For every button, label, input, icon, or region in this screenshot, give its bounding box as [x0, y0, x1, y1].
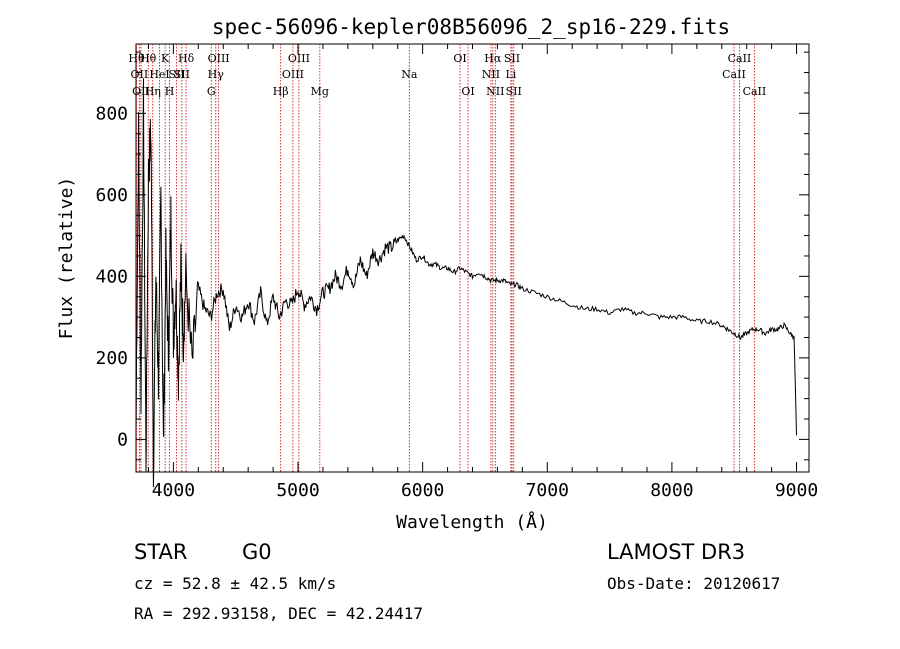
line-label: OIII	[288, 52, 310, 65]
line-label: Hθ	[140, 52, 157, 65]
y-tick-label: 800	[95, 103, 128, 124]
y-tick-label: 400	[95, 266, 128, 287]
line-label: CaII	[743, 85, 767, 98]
object-type: STAR	[134, 540, 188, 564]
line-label: Hα	[484, 52, 502, 65]
line-label: Na	[401, 68, 418, 81]
emission-line-markers	[136, 44, 755, 472]
line-label: Hγ	[208, 68, 225, 81]
x-tick-label: 7000	[526, 480, 569, 501]
y-tick-label: 200	[95, 348, 128, 369]
line-label: Hβ	[273, 85, 289, 98]
line-label: Hη	[145, 85, 161, 98]
line-label: Mg	[311, 85, 329, 98]
line-label: OIII	[208, 52, 230, 65]
observation-date: Obs-Date: 20120617	[607, 574, 781, 593]
line-label: CaII	[728, 52, 752, 65]
line-label: OI	[453, 52, 466, 65]
y-axis-ticks: 0 200 400 600 800	[95, 51, 809, 461]
spectrum-line	[135, 78, 797, 488]
coordinates: RA = 292.93158, DEC = 42.24417	[134, 604, 423, 623]
redshift-value: cz = 52.8 ± 42.5 km/s	[134, 574, 337, 593]
x-axis-ticks: 4000 5000 6000 7000 8000 9000	[147, 44, 818, 501]
spectrum-chart: spec-56096-kepler08B56096_2_sp16-229.fit…	[56, 15, 818, 533]
line-label: K	[161, 52, 170, 65]
line-label: NII	[482, 68, 500, 81]
plot-frame	[135, 43, 810, 473]
emission-line-labels: HθOIIOIIHθHηHeIKHSIISIIHδGHγOIIIHβOIIIOI…	[128, 52, 766, 98]
line-label: OII	[132, 85, 150, 98]
line-label: NII	[486, 85, 504, 98]
line-label: H	[165, 85, 175, 98]
y-tick-label: 0	[117, 429, 128, 450]
line-label: G	[207, 85, 216, 98]
line-label: Li	[505, 68, 516, 81]
line-label: SII	[174, 68, 190, 81]
line-label: HeI	[149, 68, 169, 81]
y-axis-label: Flux (relative)	[56, 177, 77, 340]
line-label: SII	[506, 85, 522, 98]
line-label: SII	[504, 52, 520, 65]
x-tick-label: 6000	[401, 480, 444, 501]
object-subclass: G0	[242, 540, 272, 564]
line-label: OII	[131, 68, 149, 81]
line-label: Hθ	[128, 52, 145, 65]
x-tick-label: 5000	[276, 480, 319, 501]
y-tick-label: 600	[95, 185, 128, 206]
survey-name: LAMOST DR3	[607, 540, 746, 564]
line-label: OI	[461, 85, 474, 98]
chart-title: spec-56096-kepler08B56096_2_sp16-229.fit…	[212, 15, 730, 39]
x-tick-label: 9000	[775, 480, 818, 501]
x-tick-label: 4000	[152, 480, 195, 501]
x-tick-label: 8000	[650, 480, 693, 501]
line-label: SII	[169, 68, 185, 81]
line-label: Hδ	[178, 52, 195, 65]
line-label: CaII	[722, 68, 746, 81]
x-axis-label: Wavelength (Å)	[396, 511, 548, 533]
line-label: OIII	[282, 68, 304, 81]
